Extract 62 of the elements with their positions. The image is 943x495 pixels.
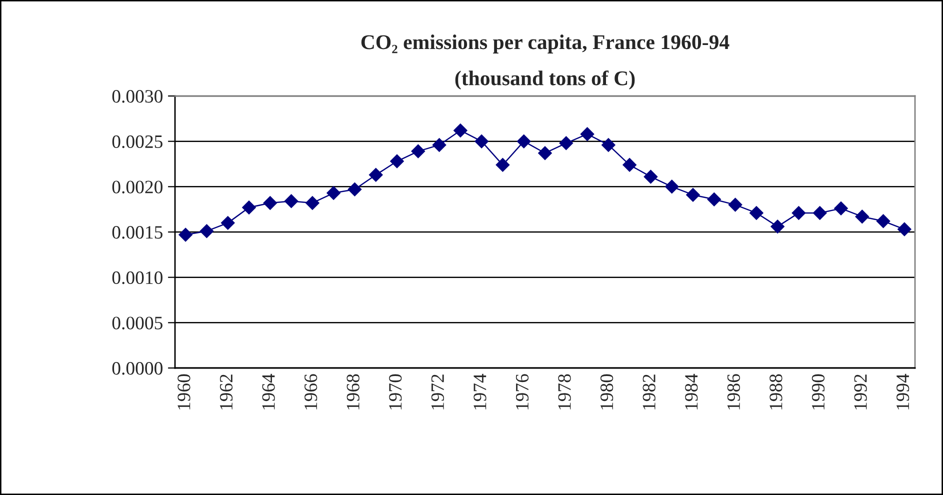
point [306, 196, 320, 210]
x-tick-label: 1966 [304, 374, 318, 410]
x-tick-label: 1960 [178, 374, 190, 410]
x-tick-label: 1964 [262, 374, 275, 410]
point [474, 134, 488, 148]
chart-title: CO₂ emissions per capita, France 1960-94 [361, 34, 730, 54]
point [686, 188, 700, 202]
x-tick-label: 1984 [685, 374, 698, 410]
point [284, 194, 298, 208]
point [263, 196, 278, 210]
x-tick-label: 1988 [770, 374, 782, 410]
point [538, 146, 552, 160]
y-tick-label: 0.0000 [112, 362, 162, 375]
point [178, 228, 192, 242]
point [454, 124, 468, 138]
y-tick-label: 0.0015 [112, 226, 162, 239]
x-tick-label: 1986 [727, 374, 740, 410]
point [242, 200, 256, 214]
x-tick-label: 1978 [558, 374, 571, 410]
y-tick-label: 0.0010 [112, 271, 162, 284]
point [200, 224, 214, 238]
point [792, 206, 806, 220]
x-tick-label: 1962 [220, 374, 233, 410]
point [326, 186, 340, 200]
point [812, 206, 827, 220]
point [432, 138, 446, 152]
point [664, 180, 679, 194]
point [834, 202, 848, 216]
point [559, 136, 574, 150]
x-tick-label: 1990 [812, 374, 825, 410]
y-tick-label: 0.0025 [112, 135, 162, 148]
point [770, 220, 784, 234]
chart-subtitle: (thousand tons of C) [455, 70, 635, 90]
point [707, 192, 722, 206]
x-tick-label: 1974 [474, 374, 486, 410]
point [348, 182, 362, 196]
x-tick-label: 1982 [642, 374, 656, 410]
point [644, 170, 658, 184]
point [580, 127, 594, 141]
point [368, 168, 383, 182]
y-tick-label: 0.0030 [112, 90, 162, 103]
point [855, 210, 870, 224]
point [602, 138, 616, 152]
x-tick-label: 1972 [431, 374, 444, 410]
x-tick-label: 1992 [854, 374, 867, 410]
point [516, 134, 531, 148]
x-tick-label: 1980 [600, 374, 614, 410]
point [390, 154, 404, 168]
point [411, 144, 426, 158]
y-tick-label: 0.0020 [112, 180, 162, 194]
point [728, 198, 742, 212]
x-tick-label: 1968 [346, 374, 360, 410]
x-tick-label: 1976 [516, 374, 529, 410]
point [750, 206, 764, 220]
point [496, 158, 510, 172]
x-tick-label: 1994 [896, 374, 910, 410]
point [220, 216, 235, 230]
point [898, 222, 912, 236]
point [622, 158, 636, 172]
x-tick-label: 1970 [389, 374, 402, 410]
point [876, 214, 890, 228]
y-tick-label: 0.0005 [112, 316, 162, 330]
